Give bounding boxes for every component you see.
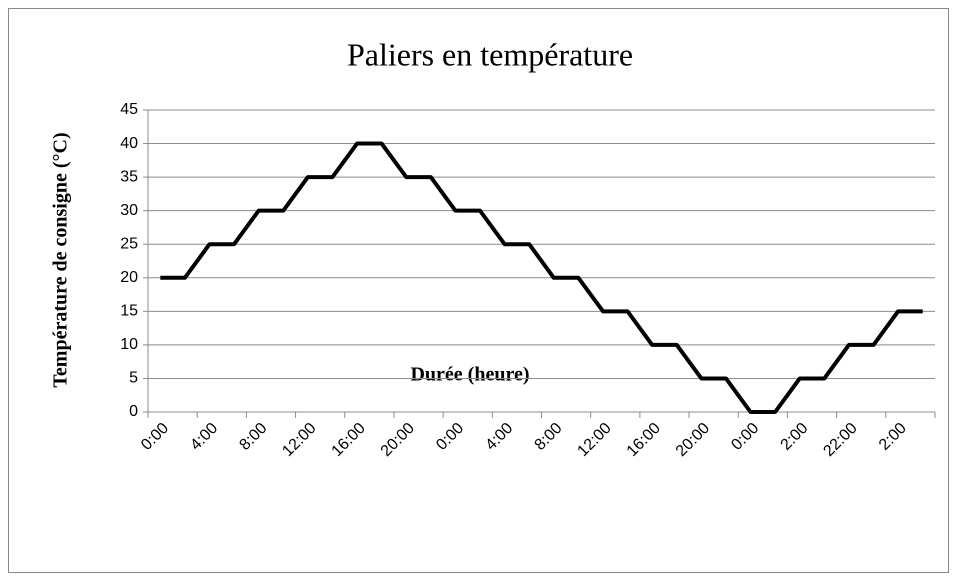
y-tick-label: 15 [120, 303, 138, 320]
y-tick-label: 40 [120, 135, 138, 152]
y-tick-label: 20 [120, 269, 138, 286]
y-tick-label: 45 [120, 101, 138, 118]
x-axis-title: Durée (heure) [410, 364, 529, 386]
y-tick-label: 35 [120, 168, 138, 185]
y-tick-label: 5 [129, 370, 138, 387]
chart-title: Paliers en température [347, 36, 633, 72]
line-series [160, 141, 923, 414]
y-tick-label: 10 [120, 336, 138, 353]
y-tick-label: 0 [129, 403, 138, 420]
chart-border [8, 8, 949, 573]
y-tick-label: 25 [120, 235, 138, 252]
y-tick-label: 30 [120, 202, 138, 219]
y-axis-title: Température de consigne (°C) [50, 132, 72, 387]
